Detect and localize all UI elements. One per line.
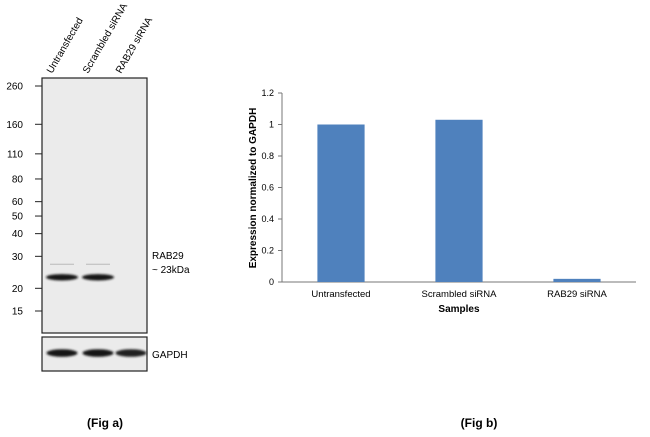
bar — [435, 119, 483, 283]
x-axis-title: Samples — [438, 304, 480, 315]
mw-label: 15 — [12, 307, 24, 318]
target-band — [46, 274, 78, 281]
fig-a-caption: (Fig a) — [87, 416, 123, 430]
x-tick-labels: Untransfected Scrambled siRNA RAB29 siRNA — [311, 289, 607, 300]
bars — [317, 119, 601, 283]
mw-label: 50 — [12, 212, 24, 223]
x-tick-label: Untransfected — [311, 289, 370, 300]
mw-label: 260 — [6, 82, 23, 93]
mw-markers: 260 160 110 80 60 50 40 30 20 15 — [6, 82, 42, 318]
y-tick-label: 0.4 — [261, 214, 274, 224]
gapdh-band — [82, 349, 114, 357]
mw-label: 30 — [12, 252, 24, 263]
x-tick-label: Scrambled siRNA — [422, 289, 498, 300]
bar — [317, 124, 365, 282]
mw-label: 40 — [12, 229, 24, 240]
gapdh-bands — [46, 349, 147, 357]
bar-chart: 0 0.2 0.4 0.6 0.8 1 1.2 Untransfected Scrambled… — [248, 88, 636, 430]
y-tick-label: 1.2 — [261, 88, 274, 98]
x-tick-label: RAB29 siRNA — [547, 289, 607, 300]
mw-label: 110 — [7, 149, 23, 160]
mw-label: 20 — [12, 284, 24, 295]
gapdh-band — [115, 349, 147, 357]
blot-membrane — [41, 77, 148, 334]
y-axis-title: Expression normalized to GAPDH — [248, 108, 259, 269]
loading-control-label: GAPDH — [152, 350, 188, 361]
bar — [553, 278, 601, 282]
lane-label: Untransfected — [45, 16, 86, 75]
target-size-label: ~ 23kDa — [152, 265, 190, 276]
mw-label: 160 — [6, 120, 23, 131]
target-band — [82, 274, 114, 281]
y-tick-label: 0.8 — [261, 151, 274, 161]
y-tick-label: 0 — [269, 277, 274, 287]
fig-b-caption: (Fig b) — [461, 416, 498, 430]
y-tick-label: 0.2 — [261, 246, 274, 256]
mw-label: 80 — [12, 174, 24, 185]
y-tick-label: 0.6 — [261, 183, 274, 193]
y-axis: 0 0.2 0.4 0.6 0.8 1 1.2 — [261, 88, 283, 287]
y-tick-label: 1 — [269, 120, 274, 130]
mw-label: 60 — [12, 197, 24, 208]
gapdh-band — [46, 349, 78, 357]
target-name-label: RAB29 — [152, 251, 184, 262]
target-bands — [46, 263, 114, 281]
lane-label: RAB29 siRNA — [114, 15, 155, 75]
